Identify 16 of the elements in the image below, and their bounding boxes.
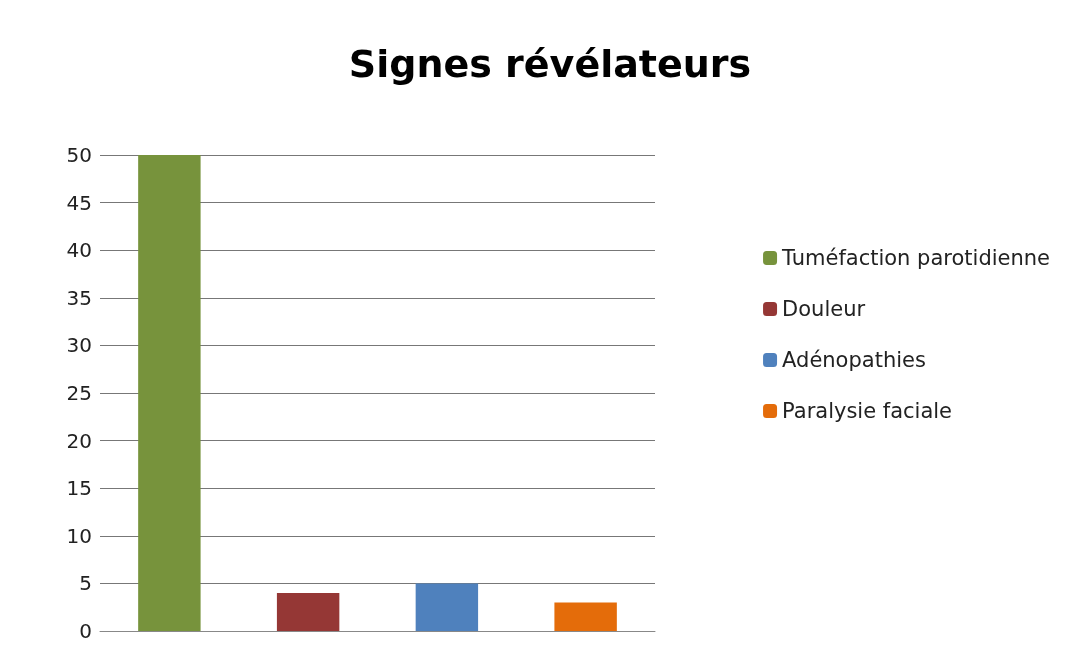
y-tick-label: 20 (66, 428, 92, 453)
y-tick-label: 10 (66, 523, 92, 548)
legend-label: Douleur (782, 297, 866, 321)
legend-label: Adénopathies (782, 348, 926, 372)
y-tick-label: 15 (66, 476, 92, 501)
chart-title: Signes révélateurs (348, 42, 752, 86)
y-tick-label: 5 (79, 571, 92, 596)
legend-label: Tuméfaction parotidienne (781, 246, 1051, 270)
y-tick-label: 50 (66, 143, 92, 167)
y-tick-label: 0 (79, 619, 92, 643)
y-tick-label: 40 (66, 238, 92, 263)
y-tick-label: 45 (66, 190, 92, 215)
y-tick-label: 25 (66, 381, 92, 405)
legend-label: Paralysie faciale (782, 399, 953, 423)
y-tick-label: 30 (66, 333, 92, 358)
y-tick-label: 35 (66, 285, 92, 310)
